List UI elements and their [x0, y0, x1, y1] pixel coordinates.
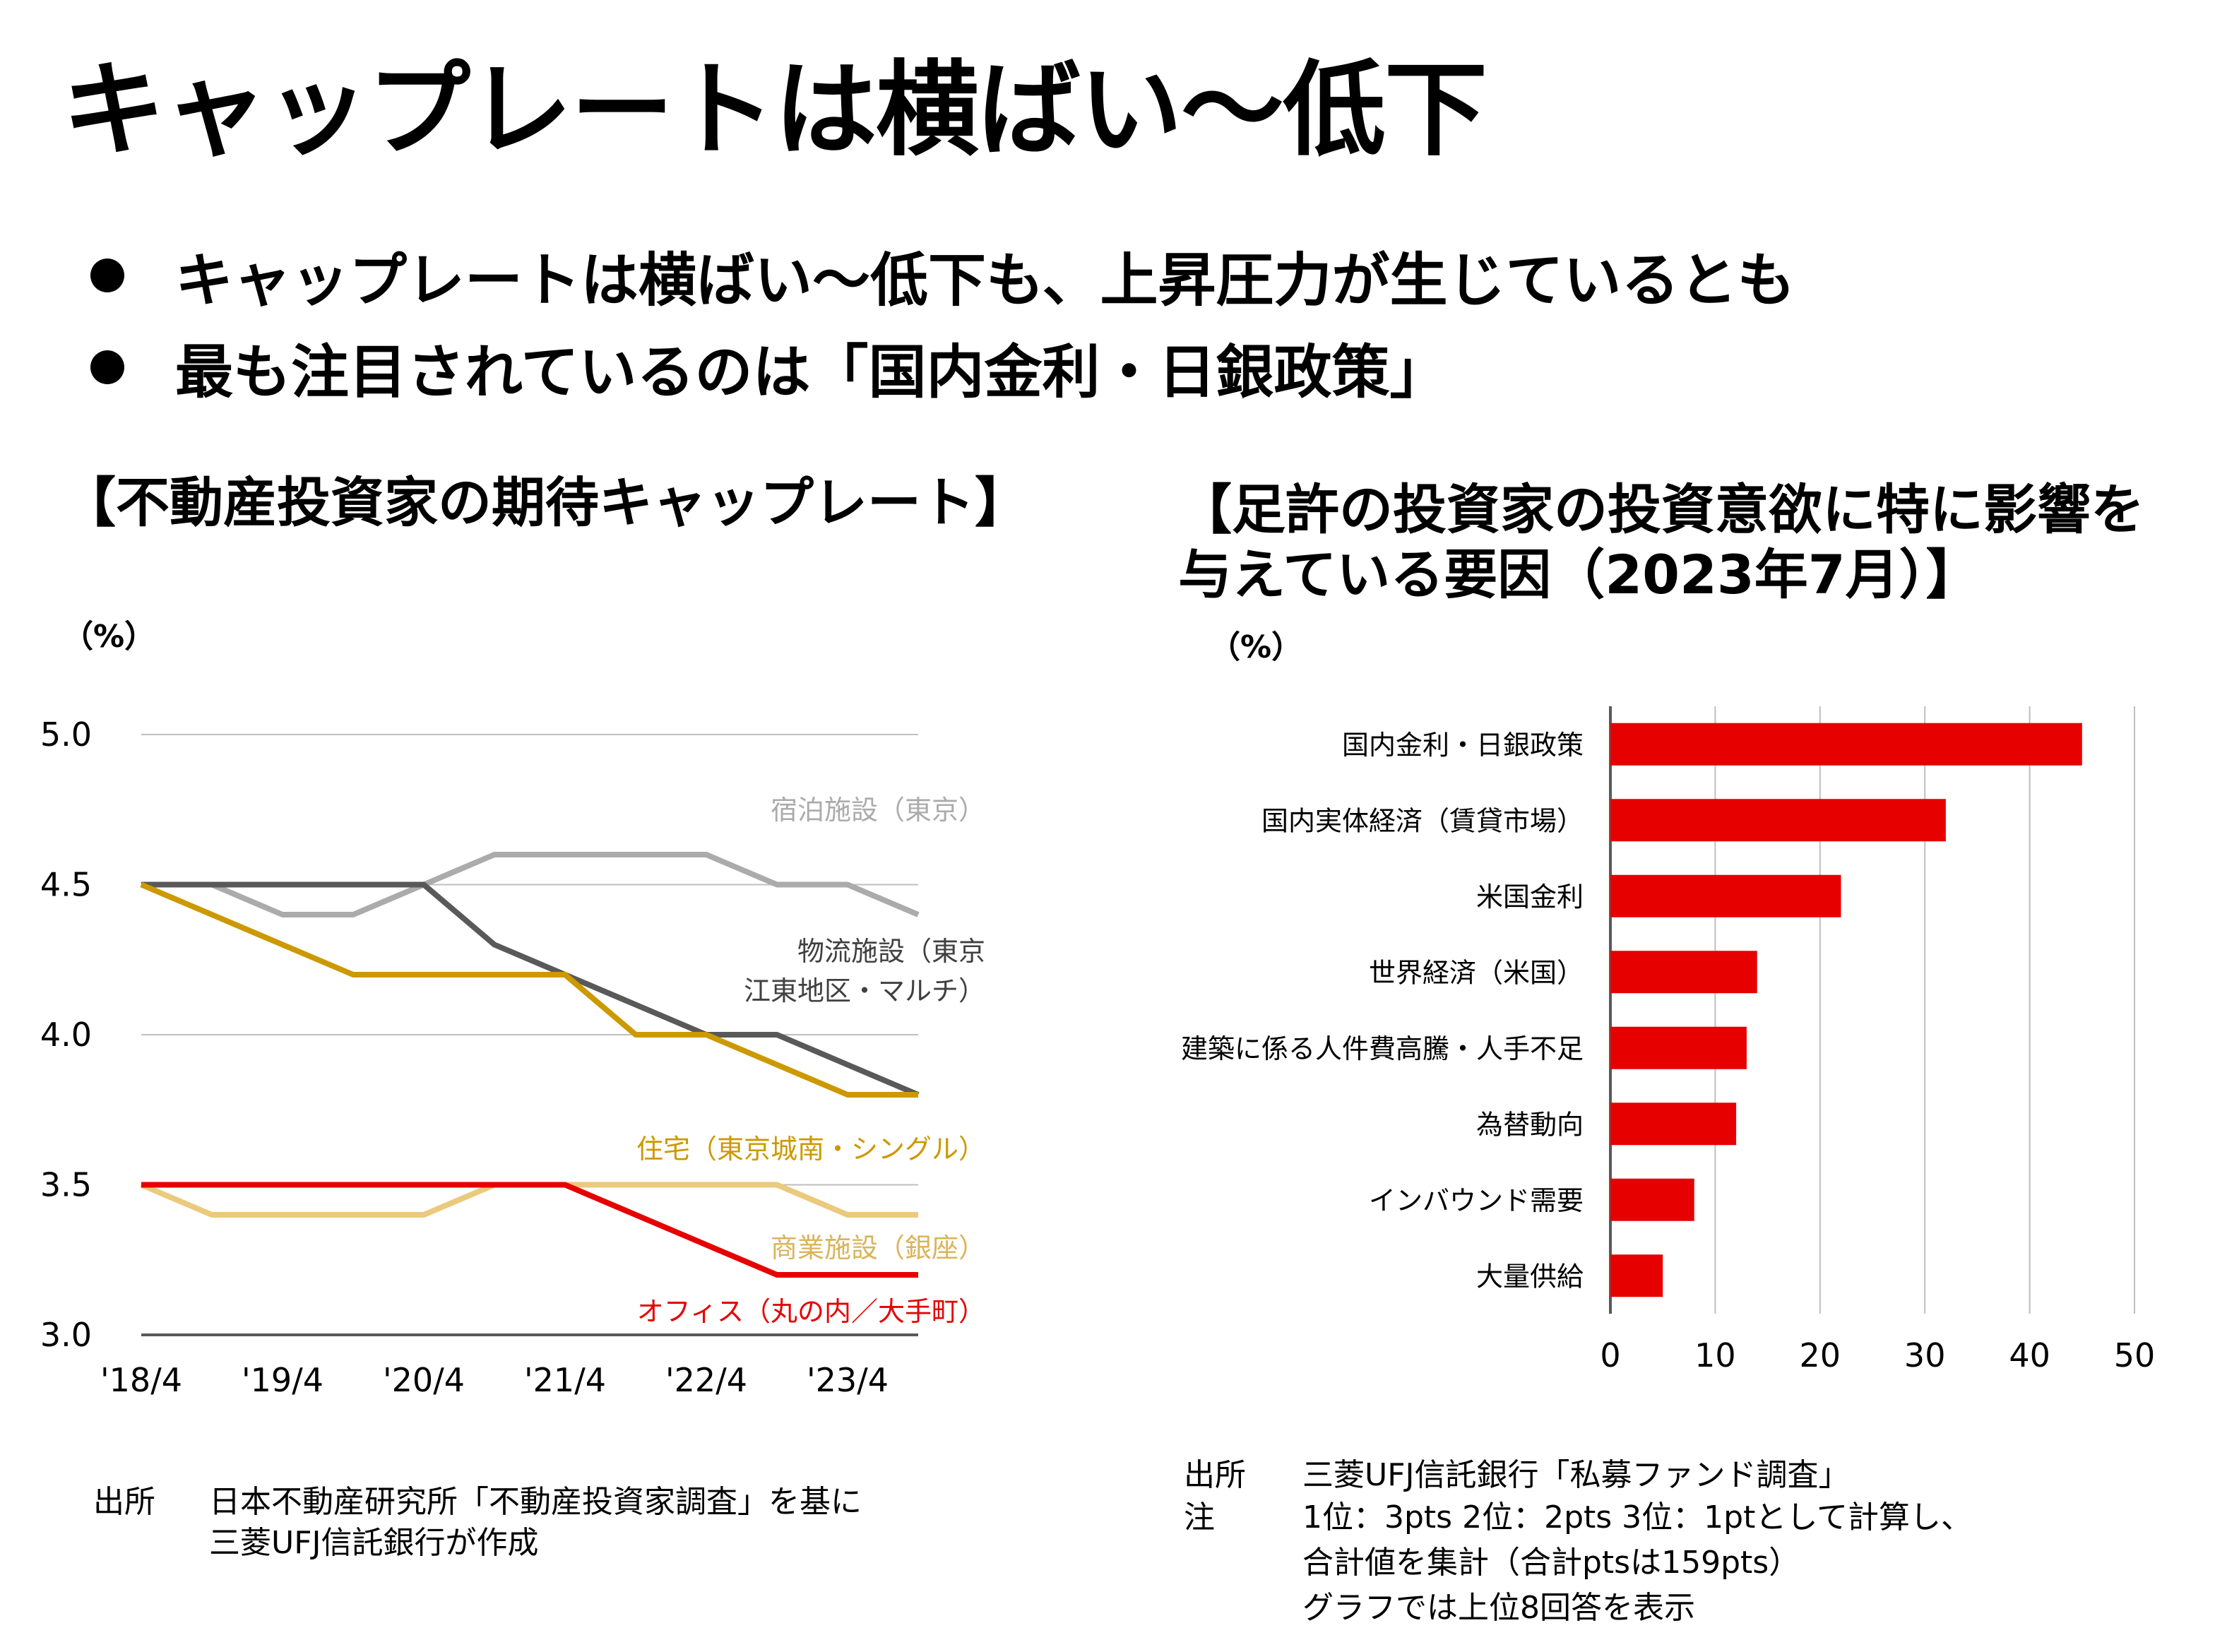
series-line [141, 881, 920, 1098]
y-tick-label: 3.0 [40, 1316, 92, 1354]
bullet-text: 最も注目されているのは「国内金利・日銀政策」 [175, 339, 1448, 406]
left-source-text-line-1: 日本不動産研究所「不動産投資家調査」を基に [209, 1484, 862, 1520]
bar-chart-grid [1609, 706, 2135, 1314]
x-tick-label: 50 [2114, 1336, 2156, 1374]
x-tick-label: '21/4 [524, 1361, 606, 1399]
page-title: キャップレートは横ばい～低下 [62, 50, 1487, 170]
right-note-line-2: 合計値を集計（合計ptsは159pts） [1302, 1545, 1800, 1581]
right-chart-title-line-1: 【足許の投資家の投資意欲に特に影響を [1178, 478, 2144, 541]
right-chart-unit: （%） [1209, 629, 1303, 665]
series-label: 江東地区・マルチ） [744, 975, 985, 1006]
right-note-label: 注 [1184, 1499, 1215, 1535]
line-chart-y-ticks: 3.0 3.5 4.0 4.5 5.0 [40, 715, 92, 1354]
bar [1610, 1254, 1663, 1297]
bar [1610, 951, 1757, 994]
bar-chart-bars [1610, 723, 2082, 1297]
left-chart-unit: （%） [62, 619, 156, 655]
series-label: 商業施設（銀座） [771, 1232, 985, 1264]
category-label: 建築に係る人件費高騰・人手不足 [1181, 1033, 1584, 1064]
series-label: 住宅（東京城南・シングル） [636, 1134, 985, 1165]
series-line [140, 881, 918, 1098]
category-label: 国内金利・日銀政策 [1342, 730, 1584, 761]
series-line [141, 852, 920, 917]
bar [1610, 799, 1946, 842]
bullet-dot-icon [90, 350, 124, 384]
line-chart-series [140, 852, 920, 1278]
bullet-item: キャップレートは横ばい～低下も、上昇圧力が生じているとも [90, 233, 1795, 317]
line-chart-x-ticks: '18/4 '19/4 '20/4 '21/4 '22/4 '23/4 [100, 1361, 889, 1399]
series-label: オフィス（丸の内／大手町） [637, 1296, 985, 1327]
category-label: 為替動向 [1476, 1109, 1584, 1140]
category-label: 国内実体経済（賃貸市場） [1261, 805, 1584, 836]
right-source-label: 出所 [1184, 1457, 1246, 1493]
right-note-line-1: 1位：3pts 2位：2pts 3位：1ptとして計算し、 [1302, 1499, 1973, 1535]
right-chart-title-line-2: 与えている要因（2023年7月）】 [1178, 543, 1980, 606]
bullet-item: 最も注目されているのは「国内金利・日銀政策」 [90, 325, 1448, 409]
bullet-dot-icon [90, 258, 124, 292]
bar-chart-x-ticks: 0 10 20 30 40 50 [1600, 1336, 2155, 1374]
right-source-text: 三菱UFJ信託銀行「私募ファンド調査」 [1302, 1457, 1850, 1493]
bar [1610, 1103, 1737, 1146]
category-label: 大量供給 [1476, 1261, 1584, 1292]
left-source-text-line-2: 三菱UFJ信託銀行が作成 [209, 1525, 539, 1561]
bullet-text: キャップレートは横ばい～低下も、上昇圧力が生じているとも [175, 247, 1795, 314]
category-label: インバウンド需要 [1369, 1185, 1584, 1216]
right-note-line-3: グラフでは上位8回答を表示 [1302, 1590, 1695, 1626]
left-chart-title: 【不動産投資家の期待キャップレート】 [62, 471, 1028, 534]
series-label: 物流施設（東京 [797, 936, 985, 967]
bar [1610, 1026, 1747, 1069]
cap-rate-line-chart: 3.0 3.5 4.0 4.5 5.0 '18/4 '19/4 '20/4 '21/4 '22/… [40, 715, 985, 1399]
x-tick-label: 40 [2009, 1336, 2050, 1374]
bar [1610, 723, 2082, 766]
category-label: 米国金利 [1476, 881, 1584, 913]
series-line [141, 1182, 918, 1278]
series-line [140, 1182, 918, 1218]
x-tick-label: 30 [1904, 1336, 1946, 1374]
x-tick-label: '22/4 [665, 1361, 747, 1399]
bar [1610, 1178, 1694, 1221]
bar [1610, 874, 1841, 917]
x-tick-label: 20 [1800, 1336, 1841, 1374]
y-tick-label: 4.5 [40, 866, 92, 904]
series-label: 宿泊施設（東京） [771, 795, 985, 826]
x-tick-label: 10 [1694, 1336, 1736, 1374]
x-tick-label: '20/4 [383, 1361, 465, 1399]
category-label: 世界経済（米国） [1369, 957, 1584, 988]
y-tick-label: 3.5 [40, 1166, 92, 1204]
y-tick-label: 5.0 [40, 715, 92, 754]
x-tick-label: 0 [1600, 1336, 1620, 1374]
x-tick-label: '23/4 [807, 1361, 889, 1399]
left-source-label: 出所 [93, 1484, 155, 1520]
x-tick-label: '18/4 [100, 1361, 182, 1399]
y-tick-label: 4.0 [40, 1016, 92, 1054]
x-tick-label: '19/4 [242, 1361, 323, 1399]
